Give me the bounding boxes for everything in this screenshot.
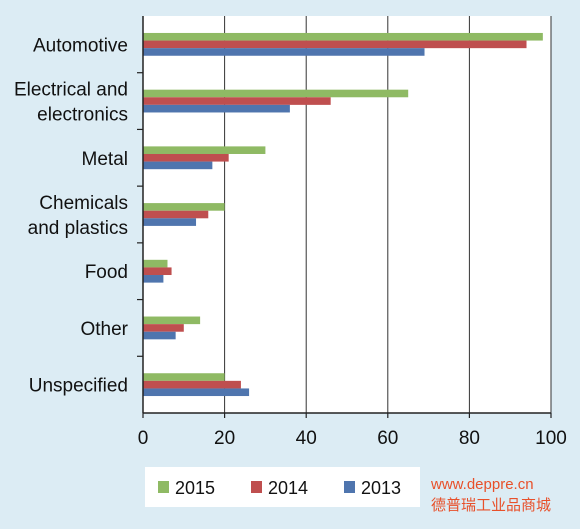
plot-area: [143, 16, 551, 413]
bar: [143, 373, 225, 381]
bar: [143, 146, 266, 154]
bar: [143, 316, 201, 325]
category-label: Metal: [82, 149, 128, 170]
bars: [143, 32, 543, 397]
category-label: Automotive: [33, 35, 128, 56]
legend-label: 2015: [175, 478, 215, 498]
bar: [143, 97, 331, 105]
bar: [143, 210, 209, 219]
x-tick-label: 100: [535, 428, 567, 449]
bar: [143, 153, 229, 162]
bar: [143, 218, 197, 226]
legend-box: [145, 467, 420, 507]
category-label: Unspecified: [29, 376, 128, 397]
bar: [143, 203, 225, 211]
bar: [143, 267, 172, 276]
x-tick-label: 20: [214, 428, 235, 449]
bar: [143, 32, 543, 41]
x-tick-label: 40: [296, 428, 317, 449]
bar: [143, 40, 527, 49]
bar: [143, 331, 176, 340]
watermark-url: www.deppre.cn: [430, 476, 534, 493]
legend-swatch: [251, 481, 262, 493]
bar: [143, 259, 168, 268]
legend-swatch: [158, 481, 169, 493]
bar: [143, 380, 241, 389]
legend-label: 2014: [268, 478, 308, 498]
x-ticks: 0 20 40 60 80 100: [138, 413, 567, 449]
y-ticks: [137, 72, 143, 357]
category-label: Electrical and: [14, 80, 128, 101]
x-tick-label: 80: [459, 428, 480, 449]
gridlines: [224, 16, 552, 413]
category-labels: Automotive Electrical and electronics Metal…: [14, 35, 129, 396]
bar: [143, 48, 425, 56]
bar: [143, 388, 250, 397]
bar: [143, 324, 184, 332]
x-tick-label: 0: [138, 428, 149, 449]
category-label: and plastics: [28, 218, 128, 239]
category-label: Chemicals: [39, 193, 128, 214]
x-tick-label: 60: [377, 428, 398, 449]
bar: [143, 89, 409, 98]
category-label: Food: [85, 262, 128, 283]
bar: [143, 161, 213, 170]
category-label: electronics: [37, 105, 128, 126]
watermark-name: 德普瑞工业品商城: [431, 496, 551, 514]
category-label: Other: [80, 319, 128, 340]
legend-swatch: [344, 481, 355, 493]
bar: [143, 275, 164, 283]
legend: 2015 2014 2013: [158, 478, 401, 498]
legend-label: 2013: [361, 478, 401, 498]
bar: [143, 104, 290, 113]
